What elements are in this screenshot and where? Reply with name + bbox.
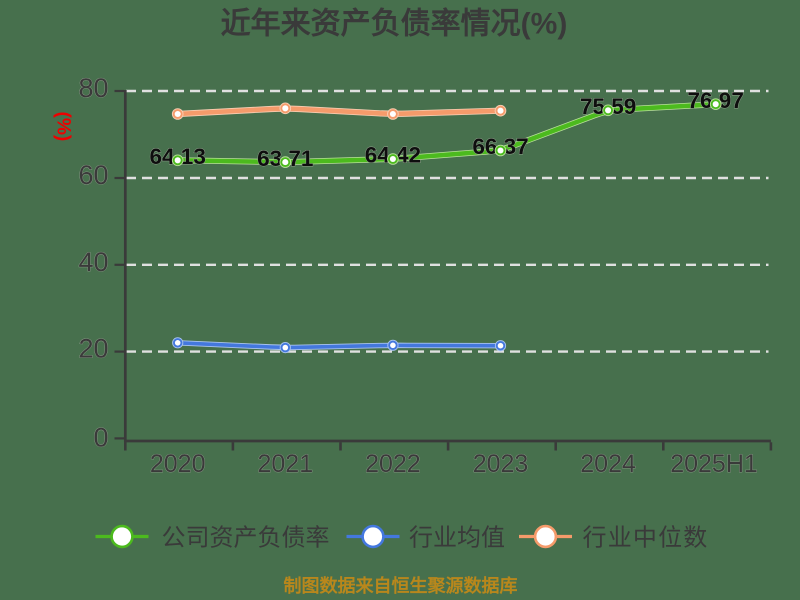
svg-text:近年来资产负债率情况(%): 近年来资产负债率情况(%) xyxy=(221,8,568,41)
svg-text:行业均值: 行业均值 xyxy=(409,525,505,552)
svg-text:(%): (%) xyxy=(52,111,73,141)
svg-text:2023: 2023 xyxy=(473,450,529,478)
svg-text:2020: 2020 xyxy=(150,450,206,478)
svg-text:行业中位数: 行业中位数 xyxy=(583,525,709,552)
svg-text:60: 60 xyxy=(78,160,108,190)
svg-text:2024: 2024 xyxy=(580,450,636,478)
svg-text:2025H1: 2025H1 xyxy=(670,450,758,478)
svg-text:2022: 2022 xyxy=(365,450,421,478)
svg-text:制图数据来自恒生聚源数据库: 制图数据来自恒生聚源数据库 xyxy=(284,575,518,596)
svg-text:公司资产负债率: 公司资产负债率 xyxy=(162,525,330,552)
svg-text:80: 80 xyxy=(78,73,108,103)
svg-text:0: 0 xyxy=(93,422,108,452)
svg-text:40: 40 xyxy=(78,247,108,277)
svg-text:2021: 2021 xyxy=(257,450,313,478)
svg-text:20: 20 xyxy=(78,334,108,364)
